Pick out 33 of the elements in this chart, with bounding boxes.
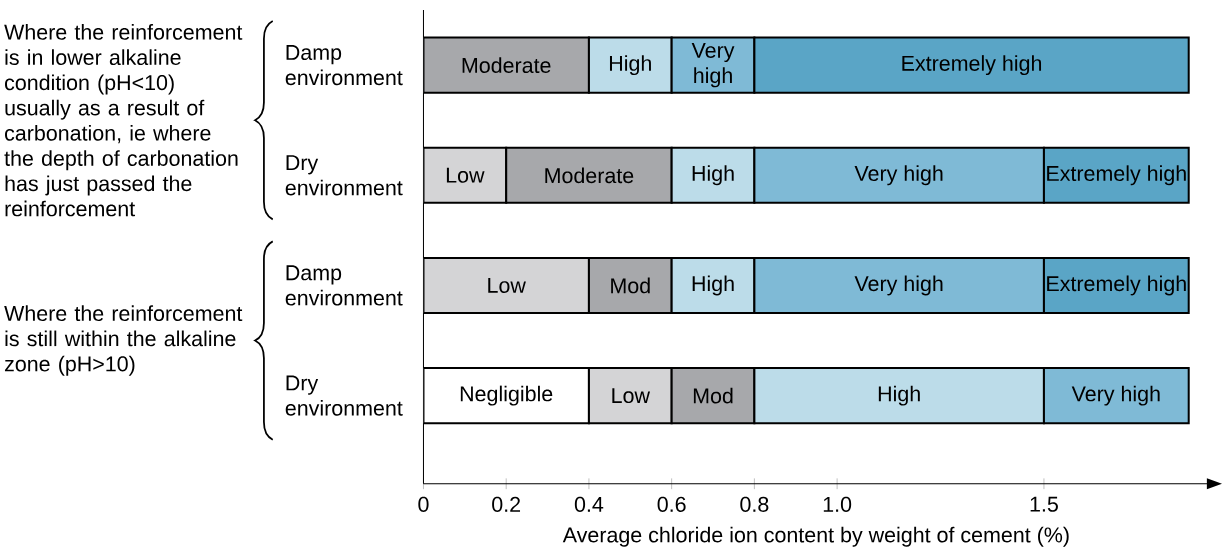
data-label: High — [878, 385, 920, 406]
data-label: Extremely high — [902, 55, 1042, 76]
data-label: Extremely high — [1047, 165, 1186, 186]
text: Where the reinforcement is still within the alkaline zone (pH>10) — [4, 305, 243, 376]
x-tick-label: 1.0 — [823, 496, 852, 513]
x-tick-label: 0 — [418, 496, 429, 513]
y-tick-label: Damp environment — [285, 45, 403, 86]
data-label: Mod — [693, 387, 733, 404]
data-label: High — [609, 55, 651, 76]
data-label: Moderate — [462, 57, 551, 74]
data-label: Low — [488, 278, 526, 294]
x-tick-label: 0.8 — [740, 496, 769, 513]
text: Where the reinforcement is in lower alkaline condition (pH<10) usually as a result of carbonation, ie where the depth of carbonation has just passed the reinforcement — [4, 24, 243, 217]
y-tick-label: Damp environment — [285, 265, 403, 306]
data-label: Low — [446, 167, 485, 183]
data-label: Extremely high — [1047, 275, 1186, 296]
data-label: Very high — [1071, 385, 1160, 406]
y-tick-label: Dry environment — [285, 155, 403, 196]
x-tick-label: 1.5 — [1030, 496, 1058, 512]
data-label: Very high — [854, 165, 943, 186]
x-axis-title: Average chloride ion content by weight of cement (%) — [562, 526, 1069, 547]
y-tick-label: Dry environment — [285, 375, 403, 416]
data-label: High — [692, 275, 734, 296]
x-tick-label: 0.6 — [657, 496, 686, 513]
data-label: Very high — [854, 275, 943, 296]
data-label: Very high — [691, 43, 735, 88]
data-label: High — [692, 165, 734, 186]
data-label: Negligible — [460, 385, 553, 406]
data-label: Mod — [611, 277, 650, 294]
x-tick-label: 0.2 — [492, 496, 521, 513]
data-label: Moderate — [545, 167, 634, 184]
x-tick-label: 0.4 — [574, 496, 604, 513]
data-label: Low — [612, 388, 651, 404]
